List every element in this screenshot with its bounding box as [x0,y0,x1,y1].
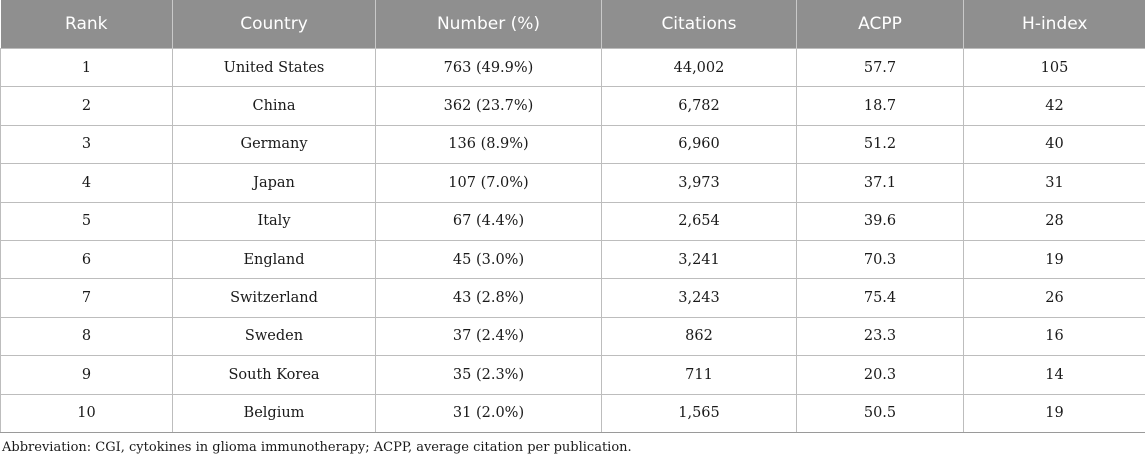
cell-acpp: 75.4 [796,278,964,318]
cell-country: United States [172,47,376,88]
cell-h-index: 16 [963,316,1145,357]
header-citations: Citations [601,0,797,49]
cell-acpp: 70.3 [796,239,964,280]
cell-number-percent: 43 (2.8%) [375,278,602,318]
header-row: Rank Country Number (%) Citations ACPP H… [0,0,1145,49]
cell-citations: 1,565 [601,393,797,433]
table-row: 2 China 362 (23.7%) 6,782 18.7 42 [0,86,1145,126]
header-h-index: H-index [963,0,1145,49]
table-header: Rank Country Number (%) Citations ACPP H… [0,0,1145,49]
cell-citations: 711 [601,355,797,395]
header-rank: Rank [0,0,173,49]
cell-rank: 4 [0,163,173,203]
cell-number-percent: 31 (2.0%) [375,393,602,433]
cell-acpp: 37.1 [796,163,964,203]
cell-number-percent: 45 (3.0%) [375,239,602,280]
cell-h-index: 31 [963,163,1145,203]
cell-country: Japan [172,163,376,203]
cell-rank: 2 [0,86,173,126]
cell-country: South Korea [172,355,376,395]
header-acpp: ACPP [796,0,964,49]
table-footnote: Abbreviation: CGI, cytokines in glioma i… [2,440,632,455]
cell-citations: 862 [601,316,797,357]
cell-h-index: 14 [963,355,1145,395]
cell-h-index: 105 [963,47,1145,88]
cell-number-percent: 136 (8.9%) [375,124,602,165]
table-row: 3 Germany 136 (8.9%) 6,960 51.2 40 [0,124,1145,165]
cell-citations: 6,960 [601,124,797,165]
table-row: 5 Italy 67 (4.4%) 2,654 39.6 28 [0,201,1145,241]
table-body: 1 United States 763 (49.9%) 44,002 57.7 … [0,47,1145,433]
cell-rank: 8 [0,316,173,357]
cell-rank: 1 [0,47,173,88]
table-row: 1 United States 763 (49.9%) 44,002 57.7 … [0,47,1145,88]
cell-number-percent: 35 (2.3%) [375,355,602,395]
cell-country: Sweden [172,316,376,357]
cell-country: Germany [172,124,376,165]
cell-acpp: 57.7 [796,47,964,88]
header-number-percent: Number (%) [375,0,602,49]
cell-number-percent: 67 (4.4%) [375,201,602,241]
cell-rank: 3 [0,124,173,165]
cell-h-index: 19 [963,393,1145,433]
cell-citations: 3,973 [601,163,797,203]
cell-rank: 9 [0,355,173,395]
cell-number-percent: 763 (49.9%) [375,47,602,88]
cell-acpp: 18.7 [796,86,964,126]
cell-number-percent: 107 (7.0%) [375,163,602,203]
cell-h-index: 26 [963,278,1145,318]
cell-rank: 7 [0,278,173,318]
cell-country: Italy [172,201,376,241]
cell-citations: 6,782 [601,86,797,126]
country-table-container: Rank Country Number (%) Citations ACPP H… [0,0,1145,433]
cell-h-index: 28 [963,201,1145,241]
cell-acpp: 51.2 [796,124,964,165]
table-row: 8 Sweden 37 (2.4%) 862 23.3 16 [0,316,1145,357]
cell-country: China [172,86,376,126]
header-country: Country [172,0,376,49]
cell-number-percent: 362 (23.7%) [375,86,602,126]
cell-h-index: 42 [963,86,1145,126]
country-ranking-table: Rank Country Number (%) Citations ACPP H… [0,0,1145,433]
cell-rank: 10 [0,393,173,433]
table-row: 6 England 45 (3.0%) 3,241 70.3 19 [0,239,1145,280]
cell-rank: 5 [0,201,173,241]
cell-citations: 3,243 [601,278,797,318]
cell-rank: 6 [0,239,173,280]
cell-acpp: 39.6 [796,201,964,241]
table-row: 9 South Korea 35 (2.3%) 711 20.3 14 [0,355,1145,395]
table-row: 7 Switzerland 43 (2.8%) 3,243 75.4 26 [0,278,1145,318]
cell-h-index: 40 [963,124,1145,165]
cell-citations: 44,002 [601,47,797,88]
cell-country: Switzerland [172,278,376,318]
cell-acpp: 50.5 [796,393,964,433]
cell-acpp: 20.3 [796,355,964,395]
cell-citations: 3,241 [601,239,797,280]
cell-acpp: 23.3 [796,316,964,357]
cell-country: Belgium [172,393,376,433]
table-row: 4 Japan 107 (7.0%) 3,973 37.1 31 [0,163,1145,203]
cell-h-index: 19 [963,239,1145,280]
cell-citations: 2,654 [601,201,797,241]
cell-country: England [172,239,376,280]
cell-number-percent: 37 (2.4%) [375,316,602,357]
table-row: 10 Belgium 31 (2.0%) 1,565 50.5 19 [0,393,1145,433]
